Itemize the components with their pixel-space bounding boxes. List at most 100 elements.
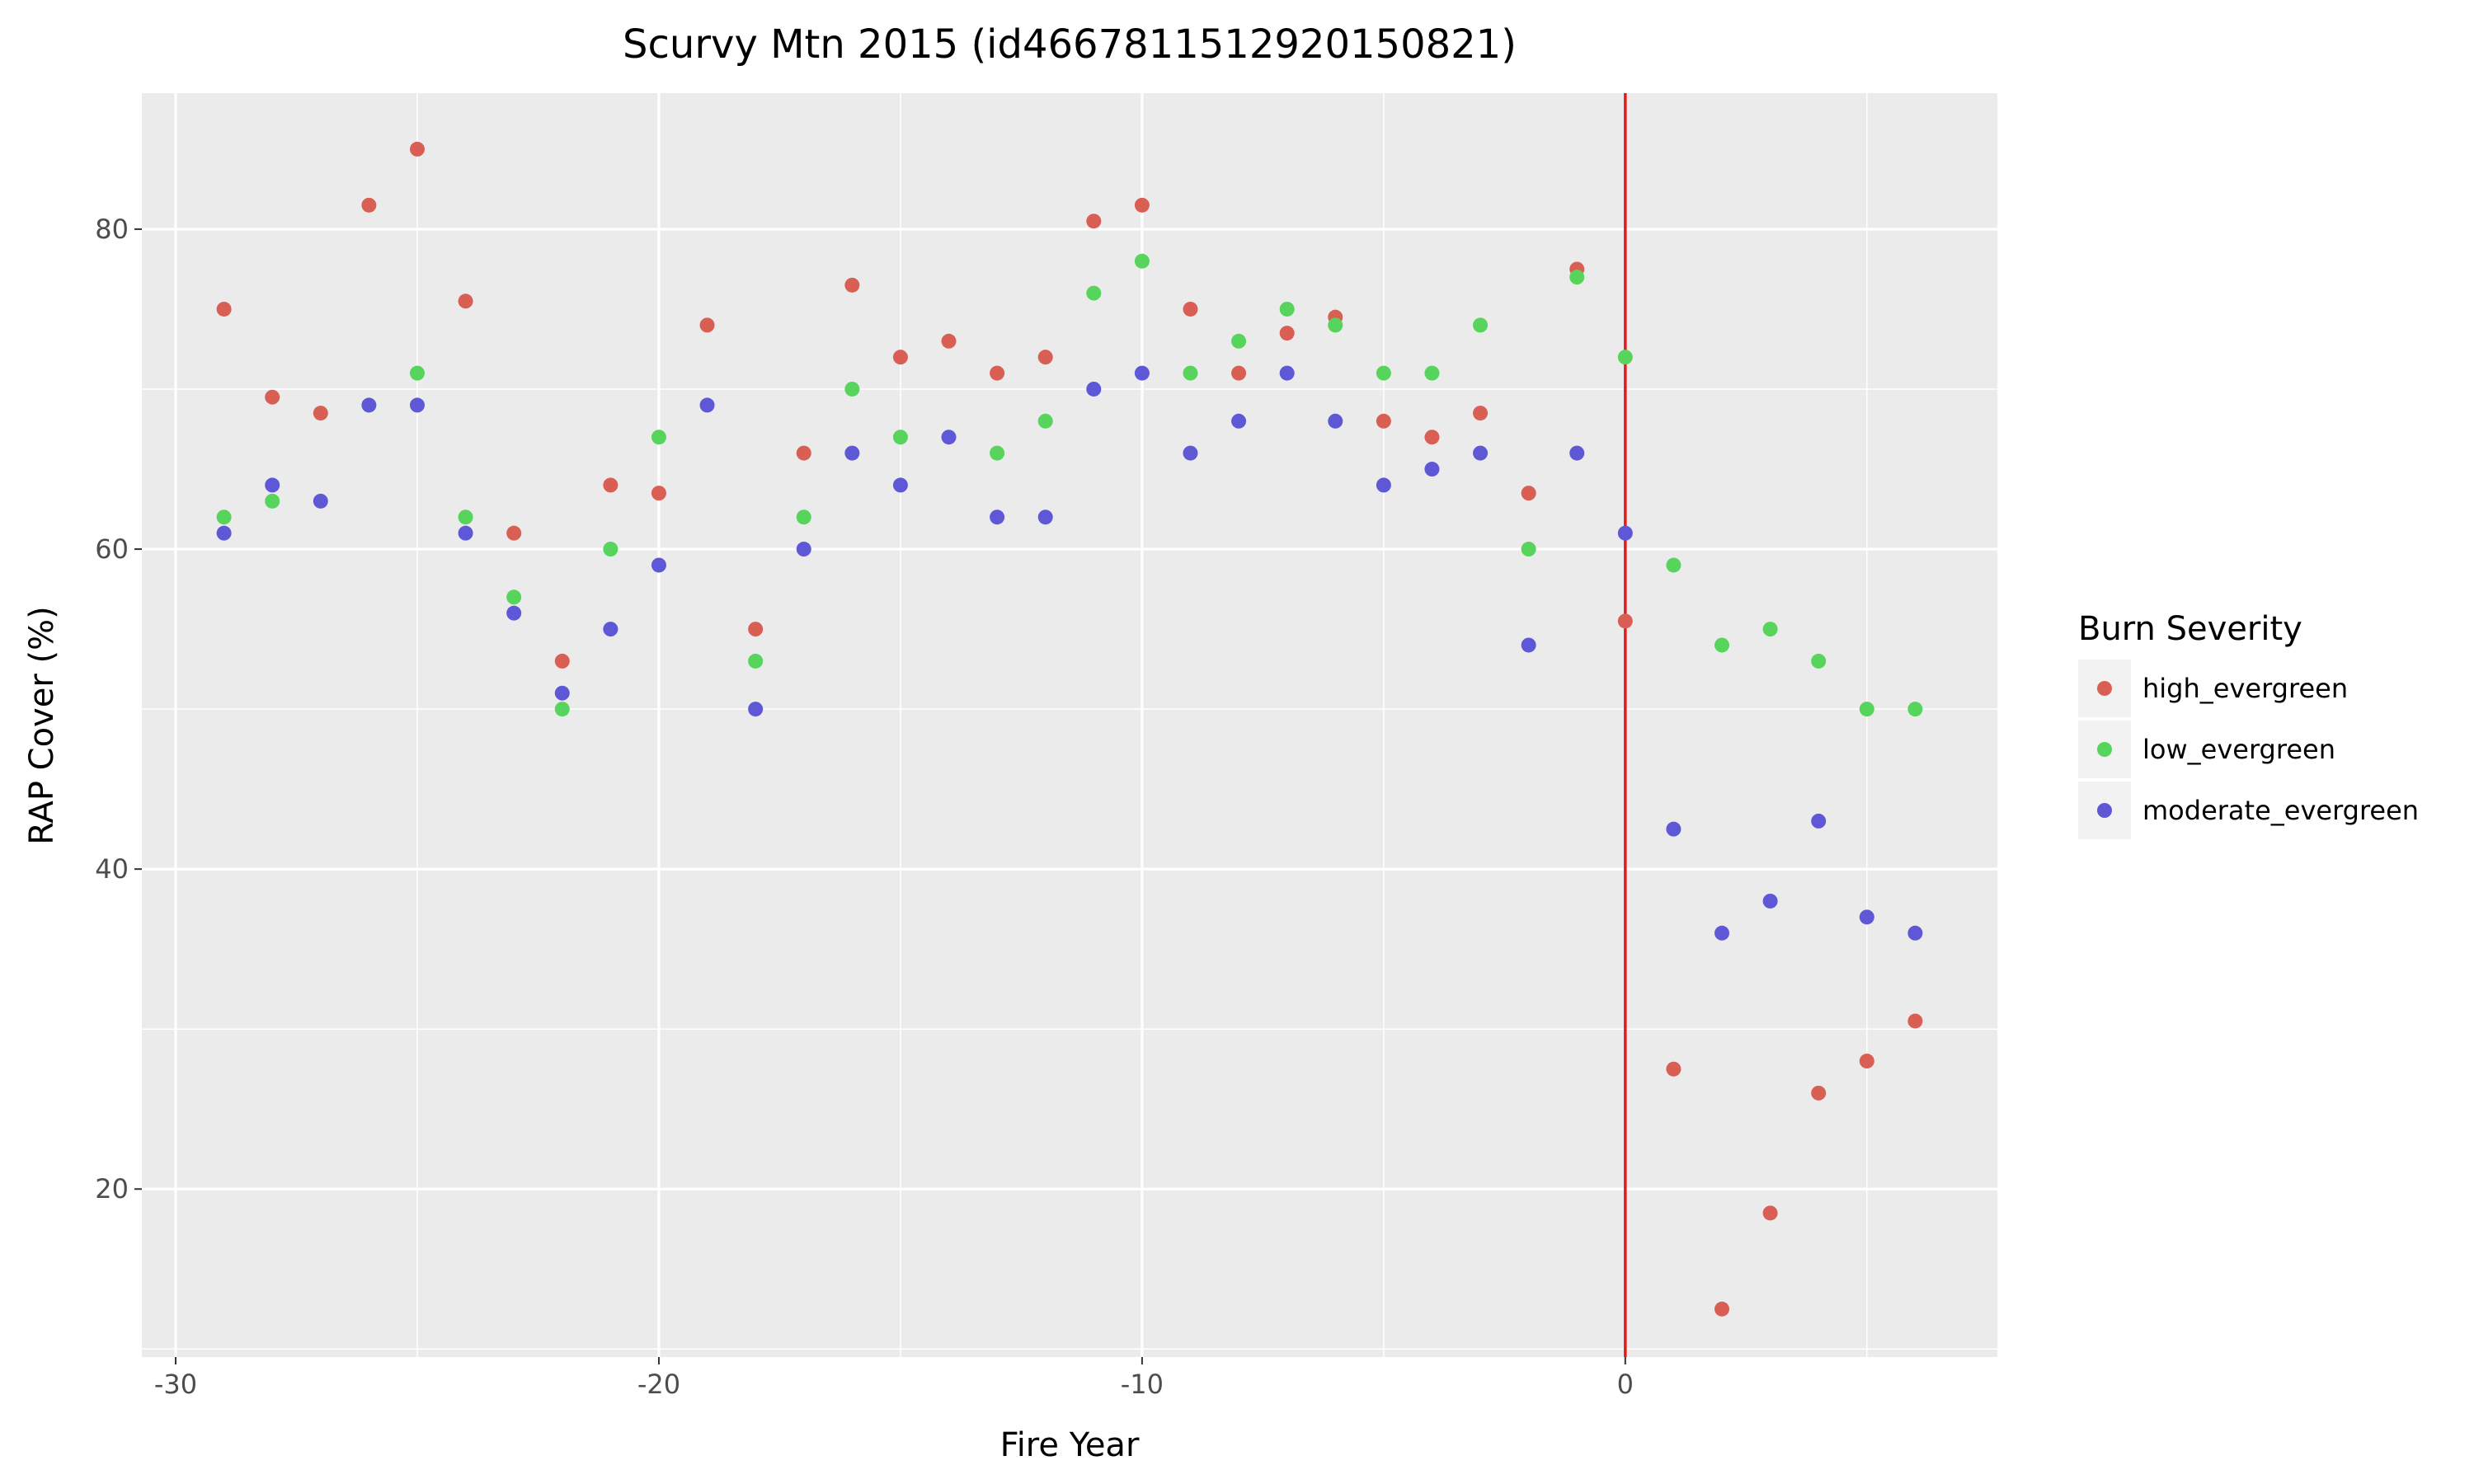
data-point <box>1811 813 1827 829</box>
data-point <box>506 525 522 541</box>
chart-title: Scurvy Mtn 2015 (id4667811512920150821) <box>623 21 1517 68</box>
data-point <box>216 525 232 541</box>
data-point <box>313 493 328 509</box>
data-point <box>1134 253 1150 269</box>
y-tick-label: 20 <box>95 1173 129 1205</box>
data-point <box>1328 413 1343 429</box>
data-point <box>1037 350 1053 365</box>
legend-key-marker <box>2097 681 2112 696</box>
data-point <box>1666 557 1681 573</box>
data-point <box>1037 413 1053 429</box>
data-point <box>1424 462 1440 477</box>
data-point <box>796 542 811 557</box>
legend-key-marker <box>2097 803 2112 818</box>
x-axis-title: Fire Year <box>1000 1426 1140 1464</box>
data-point <box>796 510 811 525</box>
data-point <box>1617 613 1633 629</box>
data-point <box>990 365 1005 381</box>
data-point <box>844 445 860 461</box>
legend-label: high_evergreen <box>2142 673 2348 704</box>
data-point <box>1762 1205 1778 1221</box>
data-point <box>1859 702 1874 717</box>
data-point <box>1183 365 1198 381</box>
data-point <box>1473 445 1489 461</box>
y-tick-label: 60 <box>95 533 129 565</box>
data-point <box>1907 702 1923 717</box>
data-point <box>361 197 377 213</box>
x-tick-label: -10 <box>1121 1369 1164 1400</box>
data-point <box>265 493 280 509</box>
data-point <box>1521 486 1536 501</box>
data-point <box>313 406 328 421</box>
data-point <box>651 430 666 445</box>
data-point <box>1086 381 1102 397</box>
data-point <box>554 685 570 701</box>
data-point <box>844 277 860 293</box>
data-point <box>990 445 1005 461</box>
data-point <box>265 389 280 405</box>
data-point <box>554 702 570 717</box>
data-point <box>699 317 715 333</box>
y-tick-label: 80 <box>95 214 129 245</box>
data-point <box>1521 637 1536 653</box>
y-axis-title: RAP Cover (%) <box>23 606 61 844</box>
data-points <box>216 141 1923 1317</box>
x-tick-label: -30 <box>154 1369 197 1400</box>
x-tick-label: -20 <box>637 1369 680 1400</box>
data-point <box>1231 333 1247 349</box>
data-point <box>1376 365 1391 381</box>
data-point <box>458 294 473 309</box>
data-point <box>1811 1085 1827 1101</box>
series-low-evergreen <box>216 253 1923 717</box>
data-point <box>1762 622 1778 637</box>
x-axis-ticks: -30 -20 -10 0 <box>154 1357 1634 1400</box>
data-point <box>1424 430 1440 445</box>
data-point <box>941 430 957 445</box>
data-point <box>1569 270 1585 285</box>
data-point <box>748 653 764 669</box>
data-point <box>458 525 473 541</box>
data-point <box>506 605 522 621</box>
legend-label: low_evergreen <box>2142 734 2335 765</box>
data-point <box>1907 1013 1923 1029</box>
data-point <box>1907 925 1923 941</box>
data-point <box>265 477 280 493</box>
data-point <box>1473 406 1489 421</box>
data-point <box>409 141 425 157</box>
data-point <box>409 397 425 413</box>
data-point <box>651 486 666 501</box>
data-point <box>699 397 715 413</box>
data-point <box>1714 925 1730 941</box>
data-point <box>1521 542 1536 557</box>
data-point <box>1617 350 1633 365</box>
data-point <box>1134 365 1150 381</box>
data-point <box>1183 445 1198 461</box>
data-point <box>1473 317 1489 333</box>
data-point <box>1328 317 1343 333</box>
data-point <box>941 333 957 349</box>
data-point <box>1666 1061 1681 1077</box>
data-point <box>1134 197 1150 213</box>
data-point <box>1569 445 1585 461</box>
data-point <box>1231 365 1247 381</box>
legend-label: moderate_evergreen <box>2142 795 2419 826</box>
data-point <box>1086 214 1102 229</box>
data-point <box>1037 510 1053 525</box>
data-point <box>1811 653 1827 669</box>
data-point <box>748 702 764 717</box>
data-point <box>216 301 232 317</box>
gridlines <box>142 93 1997 1357</box>
data-point <box>892 430 908 445</box>
data-point <box>409 365 425 381</box>
data-point <box>1859 909 1874 925</box>
data-point <box>506 589 522 605</box>
data-point <box>1617 525 1633 541</box>
data-point <box>892 350 908 365</box>
data-point <box>748 622 764 637</box>
data-point <box>1424 365 1440 381</box>
data-point <box>651 557 666 573</box>
data-point <box>1859 1054 1874 1069</box>
data-point <box>216 510 232 525</box>
data-point <box>990 510 1005 525</box>
data-point <box>1231 413 1247 429</box>
